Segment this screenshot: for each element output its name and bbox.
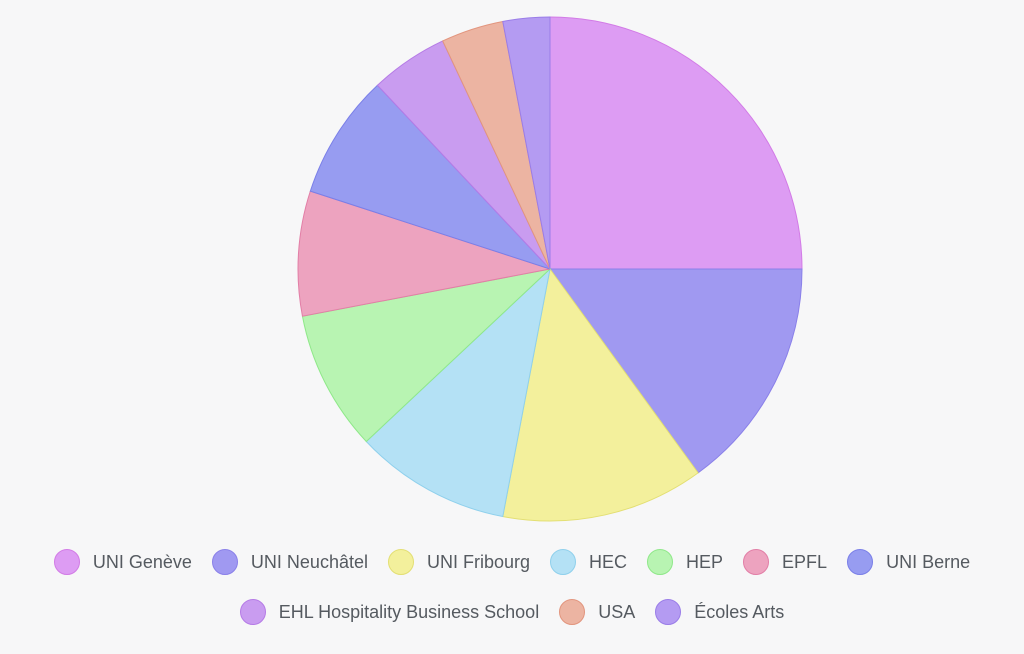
legend-item-ecoles-arts[interactable]: Écoles Arts [655,595,784,629]
legend-swatch [550,549,577,575]
pie-slice-epfl[interactable] [297,190,551,317]
legend-label: UNI Fribourg [426,551,531,572]
legend-swatch [239,599,266,625]
legend-label: UNI Berne [886,551,971,572]
pie-slice-uni-berne[interactable] [309,84,551,270]
legend-label: EHL Hospitality Business School [278,601,540,622]
legend-swatch [559,599,586,625]
legend-label: UNI Neuchâtel [250,551,368,572]
pie-slice-uni-geneve[interactable] [549,16,803,270]
legend-label: HEC [589,551,628,572]
legend-swatch [53,549,80,575]
pie-slice-ecoles-arts[interactable] [502,16,551,270]
pie-chart [297,16,803,522]
legend-item-uni-fribourg[interactable]: UNI Fribourg [387,545,531,579]
legend-item-usa[interactable]: USA [559,595,635,629]
legend-item-uni-neuchatel[interactable]: UNI Neuchâtel [211,545,368,579]
legend-label: EPFL [782,551,828,572]
legend-item-hec[interactable]: HEC [550,545,627,579]
legend-swatch [655,599,682,625]
legend-row-2: EHL Hospitality Business School USA Écoles… [0,595,1024,629]
legend-swatch [647,549,674,575]
legend-item-hep[interactable]: HEP [647,545,723,579]
pie-slice-hep[interactable] [301,268,552,443]
legend-item-uni-berne[interactable]: UNI Berne [847,545,970,579]
pie-slice-uni-fribourg[interactable] [502,267,699,522]
pie-slice-uni-neuchatel[interactable] [549,268,803,474]
legend-row-1: UNI Genève UNI Neuchâtel UNI Fribourg HEC HE… [0,545,1024,579]
legend-item-uni-geneve[interactable]: UNI Genève [53,545,192,579]
legend-swatch [387,549,414,575]
legend-label: Écoles Arts [694,601,785,622]
legend-item-ehl-hospitality-business-school[interactable]: EHL Hospitality Business School [239,595,540,629]
legend-item-epfl[interactable]: EPFL [743,545,827,579]
legend-label: USA [598,601,636,622]
legend-swatch [211,549,238,575]
legend-label: UNI Genève [92,551,192,572]
legend-label: HEP [686,551,724,572]
legend-swatch [743,549,770,575]
pie-slice-hec[interactable] [365,267,551,518]
legend-swatch [847,549,874,575]
